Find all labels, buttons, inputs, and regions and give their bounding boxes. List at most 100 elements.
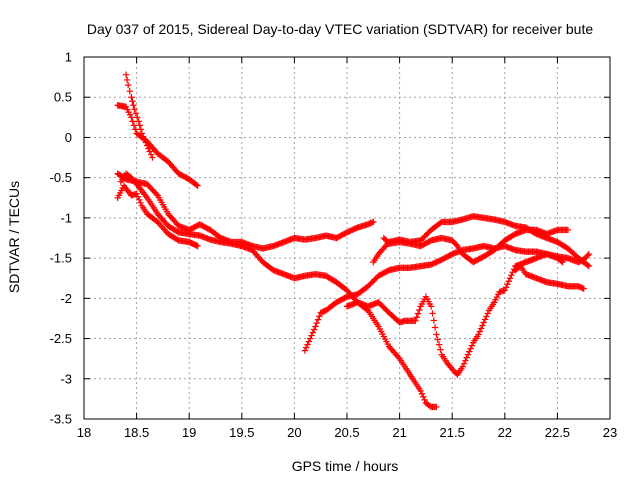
data-point-marker (476, 328, 484, 335)
series-track-j (512, 262, 587, 292)
x-tick-label: 20.5 (334, 425, 359, 440)
data-point-marker (153, 190, 160, 198)
series-track-i (380, 226, 572, 266)
data-point-marker (395, 353, 402, 361)
series-track-c (114, 170, 377, 252)
data-series (114, 71, 593, 411)
data-point-marker (418, 390, 426, 398)
data-point-marker (505, 278, 512, 285)
data-point-marker (136, 122, 143, 129)
data-point-marker (412, 317, 419, 325)
data-point-marker (501, 287, 508, 294)
data-point-marker (584, 252, 591, 259)
data-point-marker (558, 257, 565, 265)
y-tick-label: -3.5 (50, 412, 72, 427)
data-point-marker (305, 338, 313, 345)
data-point-marker (142, 139, 150, 146)
data-point-marker (313, 319, 320, 327)
series-track-d (114, 182, 201, 250)
chart-title: Day 037 of 2015, Sidereal Day-to-day VTE… (87, 21, 594, 37)
x-tick-label: 23 (603, 425, 617, 440)
data-point-marker (312, 323, 319, 330)
data-point-marker (124, 81, 132, 89)
data-point-marker (416, 306, 423, 314)
grid-lines (84, 57, 610, 419)
data-point-marker (463, 354, 470, 361)
x-tick-label: 19.5 (229, 425, 254, 440)
data-point-marker (420, 393, 427, 401)
data-point-marker (460, 360, 468, 367)
data-point-marker (559, 258, 566, 266)
data-point-marker (414, 310, 422, 317)
data-point-marker (145, 145, 152, 152)
x-tick-label: 21 (392, 425, 406, 440)
data-point-marker (427, 303, 435, 310)
data-point-marker (129, 98, 136, 105)
x-tick-label: 20 (287, 425, 301, 440)
data-point-marker (502, 284, 510, 291)
data-point-marker (123, 76, 131, 84)
data-point-marker (130, 102, 137, 109)
x-tick-label: 18 (77, 425, 91, 440)
data-point-marker (475, 331, 482, 338)
data-point-marker (122, 71, 130, 78)
data-point-marker (147, 151, 155, 158)
y-tick-label: -1 (60, 210, 72, 225)
data-point-marker (138, 130, 146, 137)
series-track-b (122, 71, 156, 161)
data-point-marker (149, 154, 156, 161)
data-point-marker (506, 275, 514, 282)
data-point-marker (584, 261, 591, 269)
y-tick-label: -3 (60, 371, 72, 386)
data-point-marker (508, 272, 515, 279)
data-point-marker (483, 313, 490, 320)
data-point-marker (193, 181, 200, 188)
data-point-marker (141, 136, 148, 143)
data-point-marker (468, 342, 476, 349)
data-point-marker (433, 331, 440, 338)
data-point-marker (143, 142, 151, 149)
data-point-marker (310, 326, 318, 333)
x-tick-label: 22 (498, 425, 512, 440)
data-point-marker (316, 313, 323, 320)
data-point-marker (137, 126, 145, 133)
data-point-marker (467, 345, 474, 352)
data-point-marker (417, 387, 424, 395)
data-point-marker (437, 346, 444, 353)
data-point-marker (130, 122, 138, 129)
data-point-marker (370, 218, 377, 226)
data-point-marker (194, 242, 201, 250)
data-point-marker (304, 341, 311, 348)
data-point-marker (314, 316, 322, 323)
data-point-marker (477, 325, 485, 332)
data-point-marker (136, 196, 143, 203)
data-point-marker (452, 241, 460, 248)
data-point-marker (306, 335, 314, 342)
x-axis-title: GPS time / hours (292, 458, 399, 474)
x-tick-label: 19 (182, 425, 196, 440)
data-point-marker (433, 403, 440, 411)
data-point-marker (146, 148, 153, 155)
data-point-marker (464, 351, 472, 358)
data-point-marker (134, 114, 141, 121)
data-point-marker (132, 126, 139, 133)
data-point-marker (413, 314, 420, 321)
y-tick-label: 0 (65, 130, 72, 145)
data-point-marker (580, 285, 587, 292)
data-point-marker (131, 106, 138, 113)
data-point-marker (430, 317, 437, 324)
y-tick-label: 0.5 (54, 90, 72, 105)
y-tick-label: -1.5 (50, 251, 72, 266)
y-tick-label: -0.5 (50, 170, 72, 185)
data-point-marker (129, 118, 136, 125)
data-point-marker (579, 284, 586, 292)
data-point-marker (504, 281, 511, 288)
data-point-marker (431, 324, 439, 331)
data-point-marker (421, 396, 428, 404)
data-point-marker (564, 226, 572, 234)
data-point-marker (137, 199, 144, 207)
data-point-marker (126, 87, 133, 95)
data-point-marker (466, 348, 473, 355)
series-track-g (343, 250, 566, 378)
